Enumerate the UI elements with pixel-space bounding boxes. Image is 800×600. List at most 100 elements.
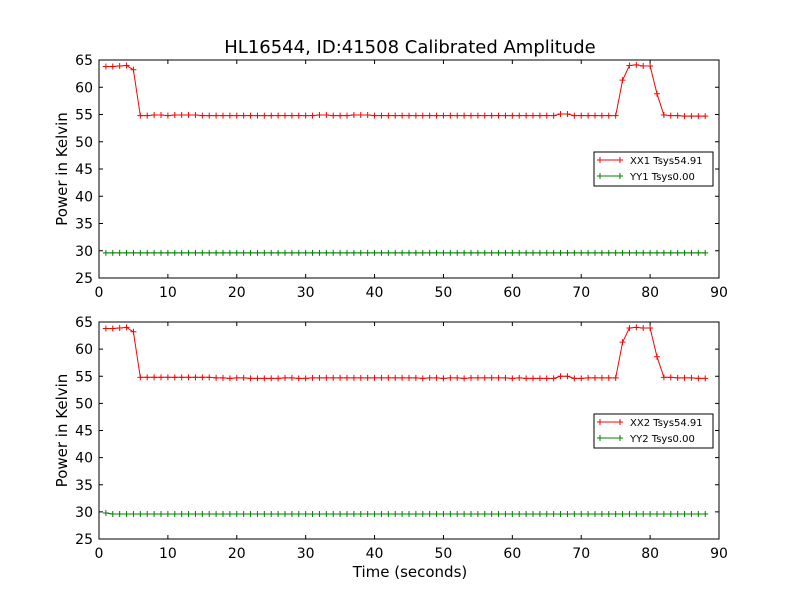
p0-series-1-point: [412, 112, 419, 119]
p1-series-2-point: [116, 511, 123, 518]
p1-series-1-point: [226, 375, 233, 382]
p1-series-2-point: [102, 509, 109, 516]
p0-series-2-point: [116, 249, 123, 256]
p0-series-1-point: [474, 112, 481, 119]
p1-x-tick-label: 10: [159, 546, 177, 562]
p0-series-2-point: [433, 249, 440, 256]
p1-series-2-point: [605, 511, 612, 518]
p0-series-2-point: [392, 249, 399, 256]
p0-series-2-point: [605, 249, 612, 256]
p0-series-2-point: [557, 249, 564, 256]
p1-series-2-point: [371, 511, 378, 518]
p1-series-1-point: [516, 374, 523, 381]
p0-series-2-point: [564, 249, 571, 256]
p1-series-1-point: [633, 324, 640, 331]
p1-series-1-point: [647, 324, 654, 331]
p0-x-tick-label: 60: [503, 285, 521, 301]
p0-x-tick-label: 80: [641, 285, 659, 301]
p1-series-1-point: [695, 375, 702, 382]
p0-x-tick-label: 50: [435, 285, 453, 301]
p1-series-1-point: [254, 375, 261, 382]
p1-series-2-point: [288, 511, 295, 518]
p0-y-tick-label: 40: [75, 189, 93, 205]
p1-series-1-point: [468, 374, 474, 381]
p1-series-2-point: [640, 511, 647, 518]
p1-series-2-point: [633, 511, 640, 518]
p0-series-1-point: [592, 112, 598, 119]
p0-series-1-point: [206, 112, 213, 119]
p0-series-2-point: [151, 249, 158, 256]
p0-series-2-point: [137, 249, 144, 256]
p0-series-2-point: [185, 249, 192, 256]
p0-series-1-point: [598, 112, 605, 119]
p1-series-2-point: [123, 511, 130, 518]
p0-series-1-point: [488, 112, 495, 119]
p1-series-2-point: [557, 511, 564, 518]
p1-series-1-point: [598, 374, 605, 381]
p1-series-1-point: [571, 375, 578, 382]
p1-series-2-point: [647, 511, 654, 518]
p0-series-line-1: [105, 64, 706, 117]
p1-series-1-point: [282, 374, 288, 381]
p1-series-2-point: [509, 511, 516, 518]
p0-series-2-point: [330, 249, 337, 256]
p1-y-tick-label: 45: [75, 424, 93, 440]
p1-series-2-point: [178, 511, 185, 518]
p0-series-1-point: [171, 112, 178, 119]
p0-series-1-point: [660, 112, 667, 119]
p1-series-2-point: [330, 511, 337, 518]
p0-series-2-point: [495, 249, 502, 256]
p1-x-tick-label: 30: [297, 546, 315, 562]
p1-series-1-point: [233, 374, 240, 381]
bottom-panel: 0 10 20 30 40 50 60 70 80 90 25 30 35 40 45 50 55 60 65 Pow…: [53, 315, 728, 562]
top-panel: 0 10 20 30 40 50 60 70 80 90 25 30 35 40 45 50 55 60 65 Pow…: [53, 53, 728, 301]
p0-legend-swatch-marker: [597, 173, 603, 179]
p1-series-2-point: [226, 511, 233, 518]
p0-series-2-point: [660, 249, 667, 256]
p0-series-2-point: [474, 249, 481, 256]
p0-series-2-point: [454, 249, 461, 256]
p1-series-2-point: [151, 511, 158, 518]
p0-series-1-point: [419, 112, 426, 119]
p0-series-2-point: [419, 249, 426, 256]
p1-x-tick-label: 70: [572, 546, 590, 562]
p0-series-1-point: [426, 112, 433, 119]
p1-series-1-point: [130, 328, 137, 335]
p1-series-1-point: [275, 375, 282, 382]
p0-series-1-point: [323, 112, 330, 119]
p1-series-2-point: [378, 511, 385, 518]
p1-series-1-point: [164, 374, 171, 381]
p1-series-1-point: [102, 325, 109, 332]
p0-series-2-point: [261, 249, 268, 256]
p1-series-1-point: [337, 374, 344, 381]
p1-legend-swatch-marker: [597, 435, 603, 441]
p1-y-tick-label: 55: [75, 369, 93, 385]
p1-series-line-1: [105, 326, 706, 379]
p0-series-1-point: [213, 112, 220, 119]
p0-series-2-point: [543, 249, 550, 256]
p1-series-2-point: [523, 511, 530, 518]
p1-series-1-point: [626, 324, 633, 331]
p0-series-1-point: [316, 112, 323, 119]
p0-series-2-point: [440, 249, 447, 256]
p1-series-1-point: [288, 374, 295, 381]
p0-series-2-point: [275, 249, 282, 256]
p1-series-2-point: [350, 511, 357, 518]
p1-series-1-point: [702, 375, 709, 382]
p0-y-tick-label: 45: [75, 162, 93, 178]
p1-series-1-point: [605, 374, 612, 381]
p1-series-2-point: [550, 511, 557, 518]
p0-series-1-point: [268, 112, 275, 119]
p1-series-2-point: [516, 511, 523, 518]
p1-series-2-point: [454, 511, 461, 518]
p0-series-1-point: [144, 112, 151, 119]
p0-x-tick-label: 40: [366, 285, 384, 301]
p1-series-1-point: [213, 374, 220, 381]
p1-series-2-point: [695, 511, 702, 518]
p0-series-2-point: [654, 249, 660, 256]
p1-series-1-point: [406, 374, 412, 381]
p0-series-1-point: [702, 113, 709, 120]
p0-series-1-point: [330, 112, 337, 119]
p0-series-2-point: [447, 249, 454, 256]
p0-series-1-point: [392, 112, 399, 119]
